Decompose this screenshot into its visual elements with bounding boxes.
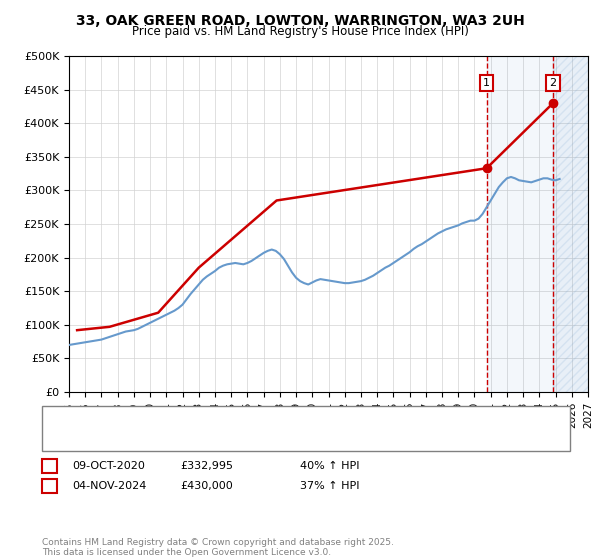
Text: 04-NOV-2024: 04-NOV-2024 xyxy=(72,480,146,491)
Text: 09-OCT-2020: 09-OCT-2020 xyxy=(72,461,145,471)
Text: 40% ↑ HPI: 40% ↑ HPI xyxy=(300,461,359,471)
Text: 2: 2 xyxy=(550,78,557,88)
Text: 33, OAK GREEN ROAD, LOWTON, WARRINGTON, WA3 2UH: 33, OAK GREEN ROAD, LOWTON, WARRINGTON, … xyxy=(76,14,524,28)
Text: Contains HM Land Registry data © Crown copyright and database right 2025.
This d: Contains HM Land Registry data © Crown c… xyxy=(42,538,394,557)
Text: HPI: Average price, detached house, Wigan: HPI: Average price, detached house, Wiga… xyxy=(84,429,310,439)
Text: 37% ↑ HPI: 37% ↑ HPI xyxy=(300,480,359,491)
Text: 1: 1 xyxy=(46,461,53,471)
Text: 2: 2 xyxy=(46,480,53,491)
Text: 1: 1 xyxy=(483,78,490,88)
Bar xyxy=(487,56,553,392)
Text: 33, OAK GREEN ROAD, LOWTON, WARRINGTON, WA3 2UH (detached house): 33, OAK GREEN ROAD, LOWTON, WARRINGTON, … xyxy=(84,412,480,422)
Text: £332,995: £332,995 xyxy=(180,461,233,471)
Text: £430,000: £430,000 xyxy=(180,480,233,491)
Bar xyxy=(553,56,588,392)
Text: Price paid vs. HM Land Registry's House Price Index (HPI): Price paid vs. HM Land Registry's House … xyxy=(131,25,469,38)
